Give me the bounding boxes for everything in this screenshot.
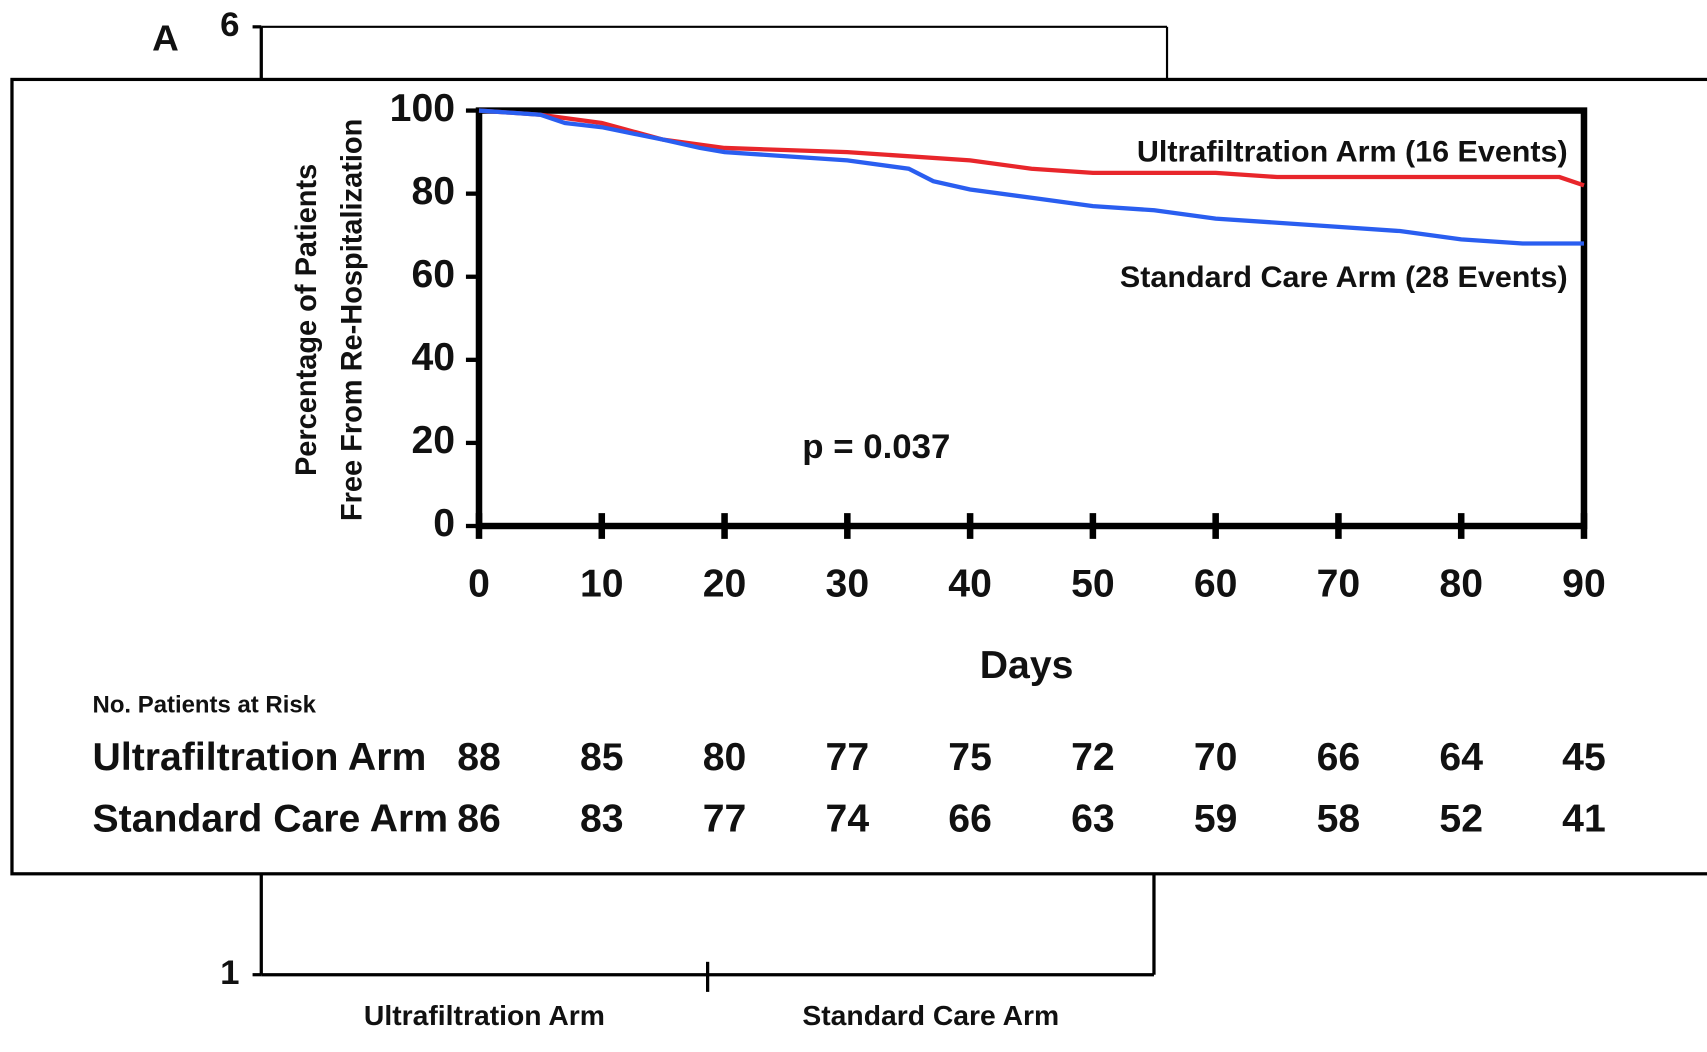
risk-count: 64 (1439, 736, 1483, 779)
y-tick-label: 80 (411, 170, 455, 213)
risk-count: 80 (703, 736, 747, 779)
risk-count: 72 (1071, 736, 1115, 779)
inset-panel (10, 77, 1707, 876)
x-tick-label: 70 (1317, 563, 1361, 606)
x-tick-label: 40 (948, 563, 992, 606)
x-tick-label: 90 (1562, 563, 1606, 606)
x-tick-label: 10 (580, 563, 624, 606)
y-tick-label: 6 (220, 6, 239, 44)
risk-count: 45 (1562, 736, 1606, 779)
y-tick-label: 40 (411, 336, 455, 379)
risk-count: 63 (1071, 798, 1115, 841)
y-axis-title: Free From Re-Hospitalization (336, 119, 368, 521)
y-axis-title: Percentage of Patients (291, 164, 323, 476)
series-label: Ultrafiltration Arm (16 Events) (1137, 136, 1568, 169)
x-tick-label: 60 (1194, 563, 1238, 606)
x-tick-label: 0 (468, 563, 490, 606)
risk-row-name: Standard Care Arm (93, 798, 449, 841)
risk-count: 70 (1194, 736, 1238, 779)
panel-label: A (152, 18, 179, 59)
risk-count: 52 (1439, 798, 1483, 841)
plot-frame (475, 107, 1588, 530)
risk-count: 75 (948, 736, 992, 779)
x-tick-label: Standard Care Arm (802, 1000, 1059, 1031)
risk-count: 66 (1317, 736, 1361, 779)
x-tick-label: 50 (1071, 563, 1115, 606)
x-axis-title: Days (980, 644, 1074, 687)
risk-count: 88 (457, 736, 501, 779)
risk-count: 59 (1194, 798, 1238, 841)
risk-table-title: No. Patients at Risk (93, 692, 317, 719)
p-value: p = 0.037 (802, 428, 950, 466)
survival-chart: 0 20 40 60 80 100 0 10 20 30 40 50 60 70 80 90 Ultrafilt… (93, 87, 1606, 840)
y-tick-label: 20 (411, 419, 455, 462)
x-tick-label: Ultrafiltration Arm (364, 1000, 605, 1031)
risk-count: 74 (826, 798, 870, 841)
survival-line (478, 108, 1585, 188)
risk-count: 77 (703, 798, 747, 841)
risk-count: 85 (580, 736, 624, 779)
risk-count: 83 (580, 798, 624, 841)
y-tick-label: 60 (411, 253, 455, 296)
risk-count: 77 (826, 736, 870, 779)
risk-count: 41 (1562, 798, 1606, 841)
x-tick-label: 80 (1439, 563, 1483, 606)
risk-count: 58 (1317, 798, 1361, 841)
survival-line (478, 108, 1584, 246)
risk-count: 86 (457, 798, 501, 841)
y-tick-label: 1 (220, 954, 239, 992)
y-tick-label: 0 (433, 502, 455, 545)
x-tick-label: 20 (703, 563, 747, 606)
x-tick-label: 30 (826, 563, 870, 606)
risk-count: 66 (948, 798, 992, 841)
risk-row-name: Ultrafiltration Arm (93, 736, 427, 779)
y-tick-label: 100 (390, 87, 455, 130)
series-label: Standard Care Arm (28 Events) (1120, 261, 1568, 294)
